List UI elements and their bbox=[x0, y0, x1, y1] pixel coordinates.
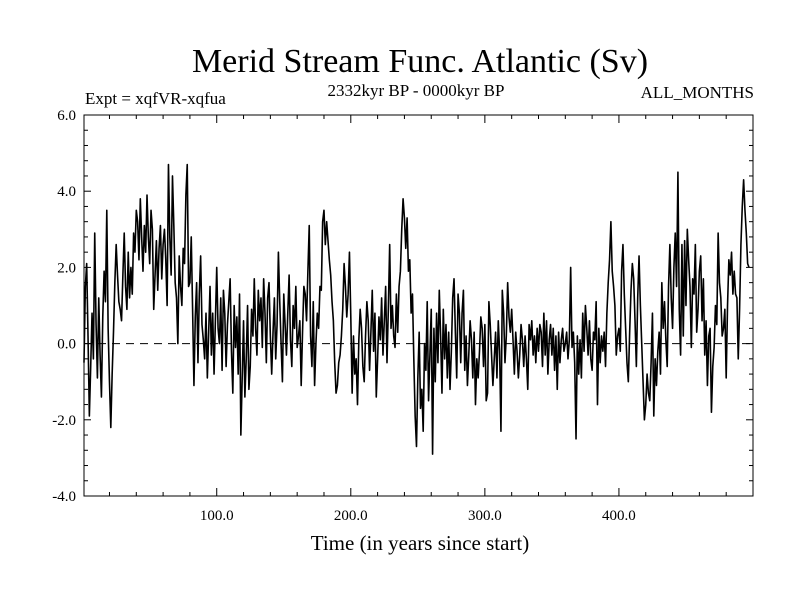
x-tick-label: 200.0 bbox=[334, 508, 368, 524]
time-range-label: 2332kyr BP - 0000kyr BP bbox=[328, 81, 505, 100]
y-tick-label: 6.0 bbox=[57, 108, 76, 124]
y-tick-label: 0.0 bbox=[57, 337, 76, 353]
months-label: ALL_MONTHS bbox=[641, 83, 754, 102]
experiment-label: Expt = xqfVR-xqfua bbox=[85, 89, 226, 108]
y-tick-label: 2.0 bbox=[57, 260, 76, 276]
y-tick-label: -4.0 bbox=[52, 489, 76, 505]
x-tick-label: 300.0 bbox=[468, 508, 502, 524]
series-line bbox=[83, 163, 750, 455]
y-tick-label: 4.0 bbox=[57, 184, 76, 200]
chart-title: Merid Stream Func. Atlantic (Sv) bbox=[192, 43, 648, 80]
x-tick-label: 100.0 bbox=[200, 508, 234, 524]
x-tick-label: 400.0 bbox=[602, 508, 636, 524]
x-axis-label: Time (in years since start) bbox=[311, 531, 530, 555]
plot-area: -4.0 -2.0 0.0 2.0 4.0 6.0 100.0 200.0 300.0 400.0 bbox=[52, 108, 753, 524]
plot-frame bbox=[83, 114, 754, 497]
y-tick-label: -2.0 bbox=[52, 413, 76, 429]
